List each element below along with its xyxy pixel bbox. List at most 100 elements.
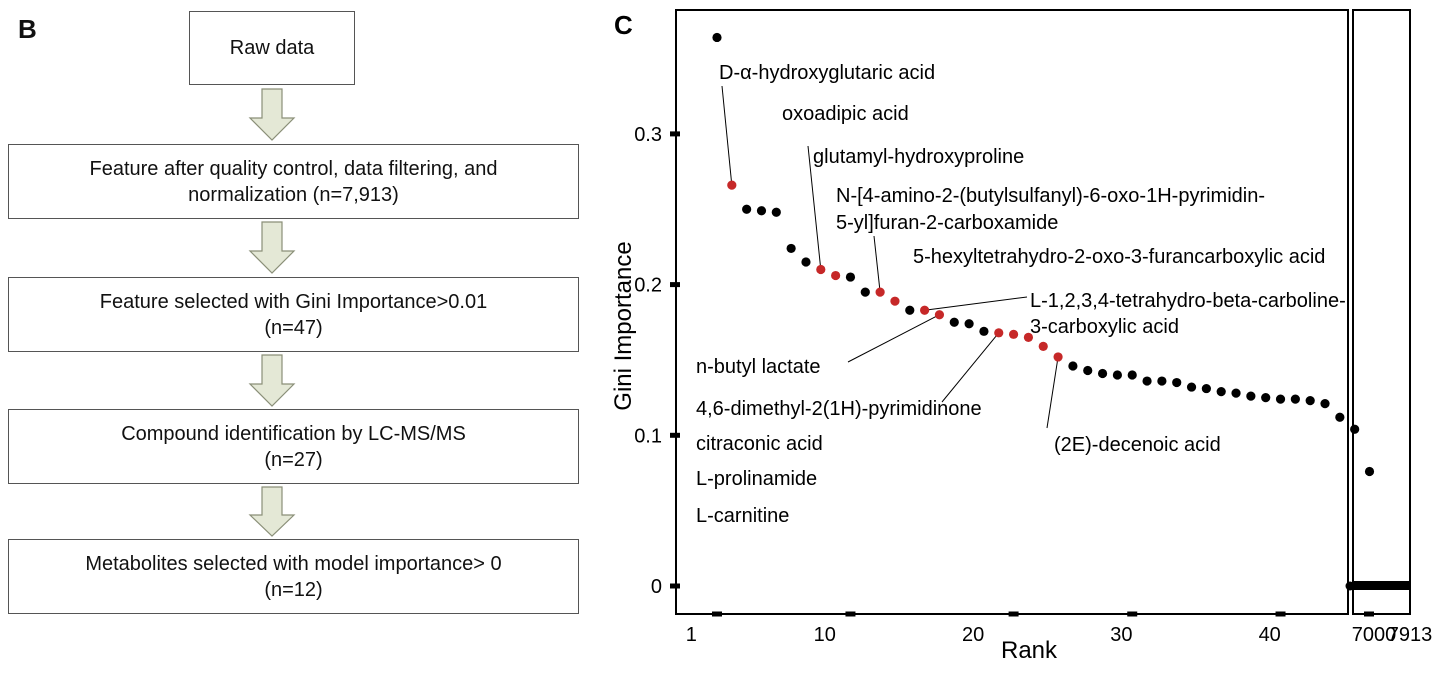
x-tick-label: 20 <box>962 624 984 646</box>
flow-step-line: normalization (n=7,913) <box>188 183 399 206</box>
highlighted-point <box>831 270 841 281</box>
data-point <box>1097 368 1108 379</box>
y-tick-label: 0.3 <box>634 124 662 146</box>
data-point <box>964 319 974 329</box>
flow-step-line: (n=47) <box>264 316 323 339</box>
annotation-hexyltetrahydro-furancarboxylic-acid: 5-hexyltetrahydro-2-oxo-3-furancarboxyli… <box>913 246 1325 268</box>
data-point <box>1083 365 1093 376</box>
x-tick-label: 40 <box>1259 624 1281 646</box>
down-arrow-icon <box>248 88 296 141</box>
x-axis: 1 10 20 30 40 <box>686 611 1286 646</box>
break-plot-frame <box>1352 9 1411 615</box>
annotation-leader-line <box>807 145 822 270</box>
highlighted-point <box>727 180 737 190</box>
data-point <box>1216 386 1226 397</box>
flow-step-line: (n=12) <box>264 578 323 601</box>
annotation-leader-line <box>721 85 733 186</box>
data-point <box>1261 393 1271 403</box>
data-point <box>1172 377 1182 388</box>
x-tick-label: 10 <box>814 624 836 646</box>
highlighted-point <box>934 310 945 320</box>
down-arrow-icon <box>248 486 296 537</box>
data-point <box>1142 376 1152 386</box>
panel-label-c: C <box>614 10 633 40</box>
highlighted-point <box>1053 352 1063 362</box>
y-axis: 0 0.1 0.2 0.3 <box>634 124 680 598</box>
annotation-leaders <box>721 85 1059 429</box>
annotation-l-prolinamide: L-prolinamide <box>696 468 817 490</box>
x-axis-label: Rank <box>1001 637 1058 664</box>
annotation-n-butyl-lactate: n-butyl lactate <box>696 356 821 378</box>
data-point <box>786 243 796 254</box>
data-point <box>1112 370 1122 380</box>
x-tick-label: 30 <box>1110 624 1132 646</box>
data-point <box>742 204 752 214</box>
flow-step-model-importance: Metabolites selected with model importan… <box>8 539 579 614</box>
data-point <box>860 287 870 297</box>
flow-step-line: Feature selected with Gini Importance>0.… <box>99 290 488 313</box>
annotation-d-alpha-hydroxyglutaric-acid: D-α-hydroxyglutaric acid <box>719 62 935 84</box>
tail-segment <box>1353 581 1410 590</box>
data-point <box>1231 388 1241 398</box>
highlighted-point <box>875 287 885 297</box>
data-point <box>949 317 959 327</box>
highlighted-point <box>920 305 930 315</box>
data-point <box>1246 391 1256 401</box>
annotation-leader-line <box>847 314 940 363</box>
highlighted-point <box>890 296 900 306</box>
data-point <box>1335 412 1345 422</box>
x-break-tick-label: 7000 <box>1352 624 1397 646</box>
y-axis-label: Gini Importance <box>610 241 637 410</box>
highlighted-point <box>1023 332 1034 342</box>
annotation-glutamyl-hydroxyproline: glutamyl-hydroxyproline <box>813 146 1024 168</box>
down-arrow-icon <box>248 354 296 407</box>
annotation-citraconic-acid: citraconic acid <box>696 433 823 455</box>
data-point <box>801 257 811 267</box>
highlighted-point <box>1008 329 1019 339</box>
annotation-oxoadipic-acid: oxoadipic acid <box>782 103 909 125</box>
data-point <box>979 326 989 336</box>
data-point <box>1350 424 1360 434</box>
data-point <box>1305 396 1315 406</box>
panel-label-b: B <box>18 14 37 44</box>
highlighted-point <box>994 328 1004 338</box>
data-point <box>771 207 781 217</box>
tail-start-point <box>1345 581 1355 591</box>
flowchart-panel: B Raw data Feature after quality control… <box>0 0 600 677</box>
flow-step-line: Metabolites selected with model importan… <box>85 552 502 575</box>
data-point <box>1201 383 1211 394</box>
data-points <box>712 32 1375 477</box>
data-point <box>1068 361 1078 371</box>
annotation-l-carnitine: L-carnitine <box>696 505 789 527</box>
annotation-leader-line <box>941 332 1000 403</box>
data-point <box>1275 394 1286 404</box>
y-tick-label: 0.2 <box>634 275 662 297</box>
highlighted-point <box>1038 341 1048 351</box>
annotation-carboxylic-acid: 3-carboxylic acid <box>1030 316 1179 338</box>
data-point <box>905 305 915 315</box>
flow-step-raw-data: Raw data <box>189 11 355 85</box>
annotation-dimethyl-pyrimidinone: 4,6-dimethyl-2(1H)-pyrimidinone <box>696 398 982 420</box>
data-point <box>1290 394 1300 404</box>
gini-importance-chart: C 0 0.1 0.2 0.3 1 10 20 30 40 7000 7913 Rank Gi… <box>610 9 1433 664</box>
data-point <box>756 206 767 216</box>
annotation-leader-line <box>1046 356 1059 429</box>
flow-step-line: (n=27) <box>264 448 323 471</box>
annotation-butylsulfanyl-pyrimidin: N-[4-amino-2-(butylsulfanyl)-6-oxo-1H-py… <box>836 185 1265 207</box>
data-point <box>1157 376 1167 386</box>
down-arrow-icon <box>248 221 296 274</box>
annotation-tetrahydro-beta-carboline: L-1,2,3,4-tetrahydro-beta-carboline- <box>1030 290 1346 312</box>
highlighted-point <box>816 264 826 275</box>
data-point <box>845 272 856 282</box>
data-point <box>1127 370 1137 380</box>
flow-step-gini-selection: Feature selected with Gini Importance>0.… <box>8 277 579 352</box>
data-point <box>1364 466 1375 477</box>
annotation-decenoic-acid: (2E)-decenoic acid <box>1054 434 1221 456</box>
data-point <box>712 32 722 43</box>
data-point <box>1186 382 1197 392</box>
flow-step-line: Raw data <box>229 37 315 59</box>
annotation-leader-line <box>924 296 1028 311</box>
flow-step-compound-identification: Compound identification by LC-MS/MS (n=2… <box>8 409 579 484</box>
annotation-leader-line <box>873 235 881 293</box>
x-break-tick-label: 7913 <box>1388 624 1433 646</box>
